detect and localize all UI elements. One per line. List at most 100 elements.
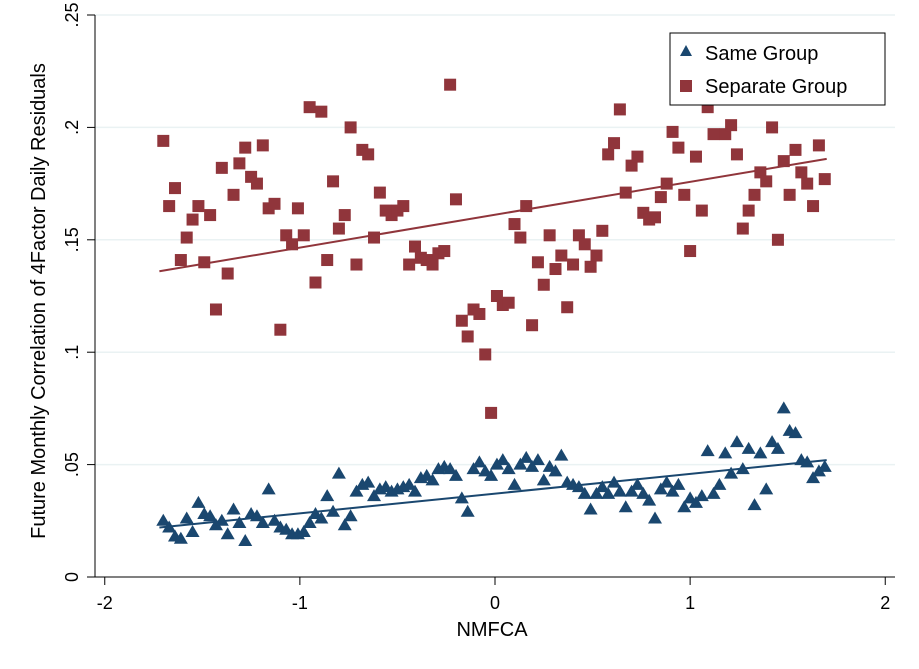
- point-same-group: [636, 486, 651, 499]
- point-same-group: [806, 471, 821, 484]
- point-separate-group: [730, 148, 743, 161]
- point-separate-group: [578, 238, 591, 251]
- point-separate-group: [227, 188, 240, 201]
- point-separate-group: [795, 166, 808, 179]
- point-separate-group: [596, 224, 609, 237]
- point-separate-group: [174, 254, 187, 267]
- point-separate-group: [403, 258, 416, 271]
- point-same-group: [361, 475, 376, 488]
- point-same-group: [618, 500, 633, 513]
- point-separate-group: [455, 314, 468, 327]
- point-separate-group: [818, 173, 831, 186]
- point-same-group: [495, 453, 510, 466]
- point-same-group: [367, 489, 382, 502]
- point-same-group: [466, 462, 481, 475]
- point-separate-group: [286, 238, 299, 251]
- point-same-group: [162, 520, 177, 533]
- point-separate-group: [678, 188, 691, 201]
- point-separate-group: [368, 231, 381, 244]
- point-separate-group: [684, 245, 697, 258]
- y-tick-label: .2: [62, 120, 82, 135]
- point-same-group: [642, 493, 657, 506]
- point-separate-group: [198, 256, 211, 269]
- legend-marker-separate-group: [680, 80, 692, 92]
- x-tick-label: -1: [292, 593, 308, 613]
- fit-line-separate-group: [159, 157, 827, 273]
- point-separate-group: [672, 141, 685, 154]
- fit-line-same-group: [159, 459, 827, 529]
- point-separate-group: [350, 258, 363, 271]
- point-separate-group: [660, 177, 673, 190]
- point-same-group: [191, 495, 206, 508]
- point-separate-group: [309, 276, 322, 289]
- point-separate-group: [707, 128, 720, 141]
- point-same-group: [443, 462, 458, 475]
- x-tick-label: 1: [685, 593, 695, 613]
- point-separate-group: [291, 202, 304, 215]
- point-same-group: [203, 509, 218, 522]
- point-separate-group: [812, 139, 825, 152]
- y-tick-label: .15: [62, 227, 82, 252]
- point-same-group: [712, 477, 727, 490]
- point-separate-group: [514, 231, 527, 244]
- point-separate-group: [192, 200, 205, 213]
- point-same-group: [747, 498, 762, 511]
- legend-label-separate-group: Separate Group: [705, 76, 847, 98]
- point-same-group: [525, 459, 540, 472]
- x-tick-label: -2: [97, 593, 113, 613]
- point-separate-group: [397, 200, 410, 213]
- point-separate-group: [444, 78, 457, 91]
- point-separate-group: [215, 161, 228, 174]
- point-separate-group: [689, 150, 702, 163]
- point-separate-group: [619, 186, 632, 199]
- point-separate-group: [373, 186, 386, 199]
- point-same-group: [700, 444, 715, 457]
- point-same-group: [729, 435, 744, 448]
- point-same-group: [349, 484, 364, 497]
- point-separate-group: [801, 177, 814, 190]
- point-separate-group: [297, 229, 310, 242]
- point-same-group: [536, 473, 551, 486]
- point-separate-group: [256, 139, 269, 152]
- point-separate-group: [315, 105, 328, 118]
- point-separate-group: [508, 218, 521, 231]
- point-same-group: [817, 459, 832, 472]
- point-separate-group: [502, 296, 515, 309]
- point-separate-group: [631, 150, 644, 163]
- point-same-group: [548, 464, 563, 477]
- point-separate-group: [789, 143, 802, 156]
- point-separate-group: [526, 319, 539, 332]
- point-same-group: [735, 462, 750, 475]
- y-tick-label: .25: [62, 2, 82, 27]
- point-separate-group: [531, 256, 544, 269]
- point-separate-group: [520, 200, 533, 213]
- legend-box: [669, 32, 886, 106]
- point-same-group: [706, 486, 721, 499]
- point-same-group: [589, 486, 604, 499]
- point-separate-group: [608, 137, 621, 150]
- point-separate-group: [169, 182, 181, 195]
- point-separate-group: [473, 307, 486, 320]
- gridlines: [95, 14, 895, 466]
- point-separate-group: [760, 175, 773, 188]
- point-same-group: [595, 480, 610, 493]
- point-same-group: [577, 486, 592, 499]
- point-same-group: [343, 509, 358, 522]
- y-tick-label: .1: [62, 345, 82, 360]
- y-axis-ticks: 0 .05 .1 .15 .2 .25: [62, 2, 95, 582]
- point-separate-group: [479, 348, 492, 361]
- point-separate-group: [736, 222, 749, 235]
- y-tick-label: .05: [62, 452, 82, 477]
- point-same-group: [776, 401, 791, 414]
- point-same-group: [554, 448, 569, 461]
- point-same-group: [484, 468, 499, 481]
- point-same-group: [156, 513, 171, 526]
- point-same-group: [472, 455, 487, 468]
- point-same-group: [677, 500, 692, 513]
- point-same-group: [607, 475, 622, 488]
- point-separate-group: [771, 233, 784, 246]
- point-same-group: [425, 473, 440, 486]
- point-same-group: [688, 495, 703, 508]
- point-separate-group: [485, 406, 498, 419]
- point-same-group: [214, 513, 229, 526]
